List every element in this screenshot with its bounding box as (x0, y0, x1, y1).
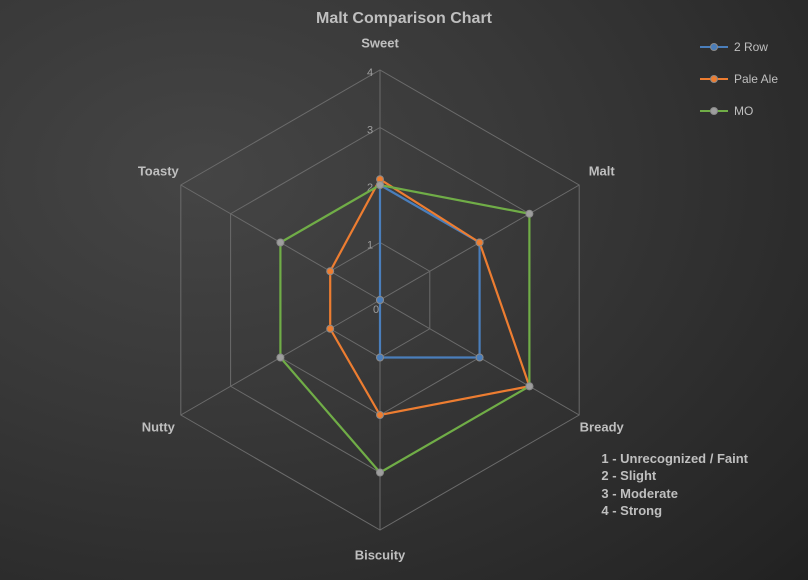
series-marker (377, 469, 384, 476)
series-marker (277, 354, 284, 361)
scale-key-line: 2 - Slight (601, 467, 748, 485)
series-marker (377, 412, 384, 419)
legend-swatch (700, 41, 728, 53)
legend-swatch (700, 105, 728, 117)
series-marker (476, 239, 483, 246)
tick-label: 3 (367, 124, 373, 136)
legend-item: 2 Row (700, 40, 778, 54)
axis-label: Malt (589, 163, 616, 178)
legend-label: Pale Ale (734, 72, 778, 86)
legend-item: Pale Ale (700, 72, 778, 86)
series-marker (377, 297, 384, 304)
tick-label: 0 (373, 304, 379, 316)
axis-label: Nutty (142, 419, 176, 434)
legend-item: MO (700, 104, 778, 118)
scale-key: 1 - Unrecognized / Faint2 - Slight3 - Mo… (601, 450, 748, 520)
series-marker (476, 354, 483, 361)
legend-label: MO (734, 104, 753, 118)
series-marker (377, 354, 384, 361)
series-marker (277, 239, 284, 246)
series-marker (327, 268, 334, 275)
axis-label: Bready (580, 419, 625, 434)
legend-swatch (700, 73, 728, 85)
scale-key-line: 4 - Strong (601, 502, 748, 520)
tick-label: 1 (367, 239, 373, 251)
series-marker (327, 325, 334, 332)
axis-label: Sweet (361, 35, 399, 50)
axis-label: Toasty (138, 163, 180, 178)
scale-key-line: 1 - Unrecognized / Faint (601, 450, 748, 468)
series-line (280, 185, 529, 473)
series-marker (526, 383, 533, 390)
legend: 2 Row Pale Ale MO (700, 40, 778, 136)
axis-label: Biscuity (355, 547, 406, 562)
series-marker (526, 210, 533, 217)
scale-key-line: 3 - Moderate (601, 485, 748, 503)
chart-title: Malt Comparison Chart (0, 10, 808, 28)
legend-label: 2 Row (734, 40, 768, 54)
chart-container: Malt Comparison Chart Sweet Malt Bready Bis… (0, 0, 808, 580)
tick-label: 4 (367, 67, 373, 79)
series-marker (377, 182, 384, 189)
